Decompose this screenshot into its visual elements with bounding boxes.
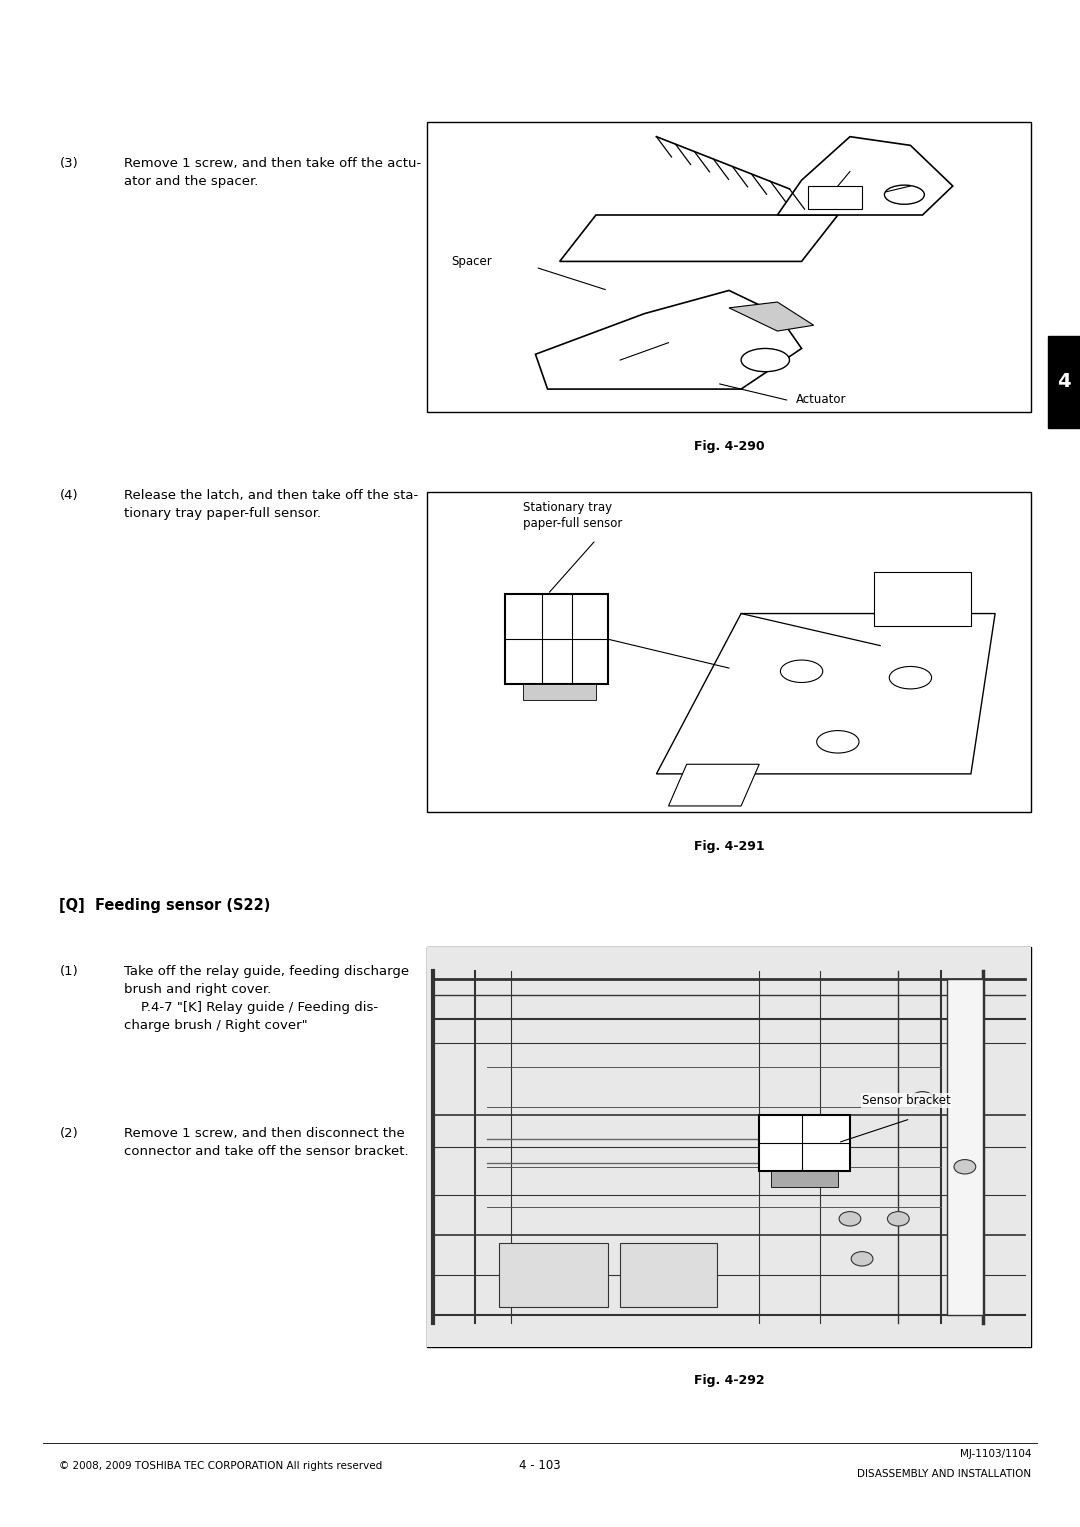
Polygon shape [759, 1115, 850, 1171]
Circle shape [954, 1159, 975, 1174]
Text: Stationary tray
paper-full sensor: Stationary tray paper-full sensor [524, 501, 623, 530]
FancyBboxPatch shape [427, 122, 1031, 412]
Text: Spacer: Spacer [450, 255, 491, 267]
Text: Release the latch, and then take off the sta-
tionary tray paper-full sensor.: Release the latch, and then take off the… [124, 489, 418, 519]
Text: Fig. 4-292: Fig. 4-292 [693, 1374, 765, 1388]
Polygon shape [499, 1243, 608, 1307]
Circle shape [851, 1252, 873, 1266]
Text: Fig. 4-290: Fig. 4-290 [693, 440, 765, 454]
Circle shape [889, 666, 932, 689]
Text: © 2008, 2009 TOSHIBA TEC CORPORATION All rights reserved: © 2008, 2009 TOSHIBA TEC CORPORATION All… [59, 1461, 382, 1471]
Polygon shape [657, 614, 995, 774]
Circle shape [885, 185, 924, 205]
Polygon shape [808, 186, 862, 209]
Polygon shape [778, 136, 953, 215]
Polygon shape [874, 571, 971, 626]
Circle shape [839, 1211, 861, 1226]
Circle shape [741, 348, 789, 371]
Circle shape [912, 1092, 933, 1106]
Text: Remove 1 screw, and then disconnect the
connector and take off the sensor bracke: Remove 1 screw, and then disconnect the … [124, 1127, 409, 1157]
Polygon shape [536, 290, 801, 389]
Text: Take off the relay guide, feeding discharge
brush and right cover.
    P.4-7 "[K: Take off the relay guide, feeding discha… [124, 965, 409, 1032]
Text: 4 - 103: 4 - 103 [519, 1460, 561, 1472]
Bar [1048, 336, 1080, 428]
Polygon shape [559, 215, 838, 261]
Text: DISASSEMBLY AND INSTALLATION: DISASSEMBLY AND INSTALLATION [858, 1469, 1031, 1478]
Polygon shape [669, 764, 759, 806]
Polygon shape [505, 594, 608, 684]
Text: Actuator: Actuator [796, 394, 846, 406]
Text: (2): (2) [59, 1127, 78, 1141]
Polygon shape [729, 302, 813, 331]
Text: [Q]  Feeding sensor (S22): [Q] Feeding sensor (S22) [59, 898, 271, 913]
Text: Sensor bracket: Sensor bracket [862, 1093, 950, 1107]
Circle shape [781, 660, 823, 683]
Text: MJ-1103/1104: MJ-1103/1104 [960, 1449, 1031, 1458]
Text: (4): (4) [59, 489, 78, 502]
Text: Fig. 4-291: Fig. 4-291 [693, 840, 765, 854]
Polygon shape [947, 979, 983, 1315]
Circle shape [816, 730, 859, 753]
Circle shape [888, 1211, 909, 1226]
Polygon shape [771, 1171, 838, 1186]
FancyBboxPatch shape [427, 492, 1031, 812]
Text: (1): (1) [59, 965, 78, 979]
Polygon shape [620, 1243, 717, 1307]
Text: Remove 1 screw, and then take off the actu-
ator and the spacer.: Remove 1 screw, and then take off the ac… [124, 157, 421, 188]
FancyBboxPatch shape [427, 947, 1031, 1347]
Text: (3): (3) [59, 157, 78, 171]
Polygon shape [524, 684, 596, 699]
Text: 4: 4 [1057, 373, 1070, 391]
